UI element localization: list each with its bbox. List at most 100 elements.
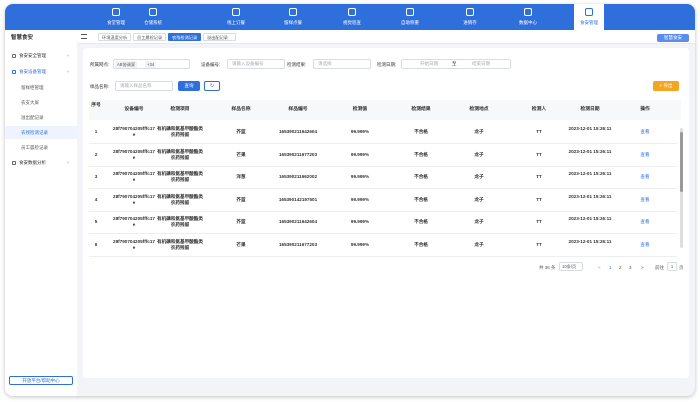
table-cell: 龙子 [474, 174, 484, 179]
goto-label: 前往 [655, 265, 664, 270]
table-cell: 2023-12-01 15:26:11 [568, 148, 612, 154]
table-cell: 28f790704205fffc17e [113, 193, 155, 205]
query-button[interactable]: 查询 [178, 81, 200, 91]
tab[interactable]: 溢出配记录 [203, 33, 236, 41]
date-end: 结束日期 [472, 61, 490, 66]
table-header: 样品名称 [231, 107, 251, 112]
reset-button[interactable]: ↻ [204, 81, 220, 91]
nav-item[interactable]: 留样点餐 [284, 20, 302, 25]
table-header: 检测项目 [170, 107, 190, 112]
nav-item[interactable]: 食堂管理 [107, 20, 125, 25]
table-cell: 有机磷和氨基甲酸酯类农药残留 [157, 238, 203, 250]
page-size[interactable]: 10条/页 [559, 262, 583, 271]
submenu-item[interactable]: 农支大屏 [21, 100, 39, 105]
table-cell: 不合格 [414, 219, 428, 224]
menu-item[interactable]: 食安安全管理 [19, 53, 46, 58]
view-link[interactable]: 查看 [640, 129, 650, 134]
table-cell: 165390211677203 [278, 241, 318, 247]
tab[interactable]: 农残检测记录 [168, 33, 201, 41]
table-cell: 99.999% [350, 219, 370, 224]
menu-item[interactable]: 食安设备管理 [19, 69, 46, 74]
row-divider [89, 233, 677, 234]
nav-item[interactable]: 数据中心 [519, 20, 537, 25]
submenu-item[interactable]: 农残检测记录 [21, 130, 48, 135]
table-cell: 28f790704205fffc17e [113, 238, 155, 250]
select-tag[interactable]: AB协调家 [115, 61, 138, 68]
row-divider [89, 255, 677, 257]
sample-input[interactable]: 请输入样品名称 [115, 81, 173, 91]
table-cell: 龙子 [474, 196, 484, 202]
table-cell: 165390142197501 [278, 196, 318, 202]
menu-item[interactable]: 食安数据分析 [19, 160, 46, 165]
help-button[interactable]: 开放平台/帮助中心 [9, 376, 73, 385]
nav-item[interactable]: 自助称重 [401, 20, 419, 25]
table-cell: 不合格 [414, 174, 428, 179]
filter-label: 设备编号: [201, 62, 221, 67]
table-cell: TT [536, 129, 542, 134]
page-number[interactable]: 2 [619, 265, 622, 270]
scroll-thumb [680, 132, 683, 192]
table-cell: TT [536, 151, 542, 157]
table-cell: 165390211677203 [278, 151, 318, 157]
submenu-active-bg [5, 126, 77, 139]
table-cell: 99.999% [350, 174, 370, 179]
table-cell: 1 [94, 129, 98, 134]
date-range[interactable] [401, 59, 511, 69]
nav-item[interactable]: 仓储系统 [144, 20, 162, 25]
table-header-bg [89, 100, 681, 120]
view-link[interactable]: 查看 [640, 151, 650, 157]
total: 共 36 条 [539, 265, 556, 270]
row-divider [89, 143, 677, 144]
page-number[interactable]: 3 [629, 265, 632, 270]
nav-item[interactable]: 线上订餐 [227, 20, 245, 25]
table-cell: TT [536, 219, 542, 224]
row-divider [89, 188, 677, 189]
view-link[interactable]: 查看 [640, 174, 650, 179]
table-cell: 芒果 [236, 241, 246, 247]
submenu-item[interactable]: 留样柜管理 [21, 85, 44, 90]
table-cell: 2023-12-01 15:26:11 [568, 126, 612, 131]
result-select[interactable]: 请选择 [313, 59, 371, 69]
table-header: 操作 [640, 107, 650, 112]
goto-input[interactable]: 1 [667, 262, 677, 271]
next[interactable]: > [641, 265, 644, 270]
nav-item[interactable]: 食安管理 [580, 20, 598, 25]
filter-label: 样品名称: [90, 84, 110, 89]
table-cell: 有机磷和氨基甲酸酯类农药残留 [157, 126, 203, 137]
table-header: 检测值 [352, 107, 368, 112]
view-link[interactable]: 查看 [640, 196, 650, 202]
table-cell: 165390211662002 [278, 174, 318, 179]
table-cell: 不合格 [414, 151, 428, 157]
prev[interactable]: < [598, 265, 601, 270]
table-header: 设备编号 [124, 107, 144, 112]
table-cell: 龙子 [474, 151, 484, 157]
page-number[interactable]: 1 [609, 265, 612, 270]
view-link[interactable]: 查看 [640, 219, 650, 224]
select-tag: +34 [145, 61, 157, 68]
menu-toggle[interactable] [81, 34, 87, 39]
submenu-item[interactable]: 溢出配记录 [21, 115, 44, 120]
filter-label: 检测结果: [287, 62, 307, 67]
menu-icon [12, 54, 16, 58]
view-link[interactable]: 查看 [640, 241, 650, 247]
content-panel [83, 48, 689, 378]
table-cell: 有机磷和氨基甲酸酯类农药残留 [157, 171, 203, 182]
filter-label: 检测日期: [377, 62, 397, 67]
submenu-item[interactable]: 员工晨检记录 [21, 145, 48, 150]
device-input[interactable]: 请输入设备编号 [227, 59, 285, 69]
table-cell: 2 [94, 151, 98, 157]
table-cell: 2023-12-01 15:26:11 [568, 193, 612, 199]
menu-arrow: ˄ [67, 69, 70, 74]
table-cell: 2023-12-01 15:26:11 [568, 238, 612, 244]
export-button[interactable]: + 导出 [653, 81, 679, 91]
nav-item[interactable]: 进销存 [463, 20, 477, 25]
table-cell: 4 [94, 196, 98, 202]
user-button[interactable]: 智慧食安 [657, 34, 689, 42]
table-header: 检测日期 [580, 107, 600, 112]
tab[interactable]: 环境温度分析 [98, 33, 131, 41]
nav-icon [232, 8, 240, 16]
tab[interactable]: 员工晨检记录 [133, 33, 166, 41]
nav-item[interactable]: 视觉巡查 [343, 20, 361, 25]
goto-unit: 页 [679, 265, 684, 270]
